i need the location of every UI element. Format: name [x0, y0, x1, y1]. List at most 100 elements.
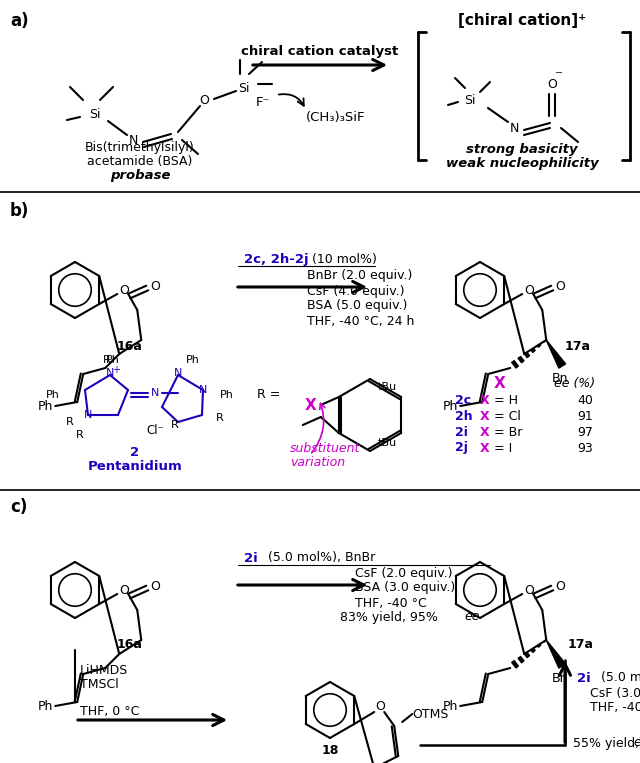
Text: N: N [84, 410, 92, 420]
Text: (5.0 mol%), BnBr: (5.0 mol%), BnBr [264, 552, 375, 565]
Text: O: O [556, 279, 565, 292]
Text: BSA (5.0 equiv.): BSA (5.0 equiv.) [307, 300, 408, 313]
Text: 93: 93 [577, 442, 593, 455]
Text: BnBr (2.0 equiv.): BnBr (2.0 equiv.) [307, 269, 412, 282]
Text: F⁻: F⁻ [256, 95, 270, 108]
Text: [chiral cation]⁺: [chiral cation]⁺ [458, 12, 586, 27]
Text: tBu: tBu [378, 382, 397, 392]
Text: R: R [103, 355, 111, 365]
Text: THF, 0 °C: THF, 0 °C [80, 706, 140, 719]
Text: acetamide (BSA): acetamide (BSA) [87, 154, 193, 168]
Text: Pentanidium: Pentanidium [88, 459, 182, 472]
Text: chiral cation catalyst: chiral cation catalyst [241, 46, 399, 59]
Text: X: X [480, 410, 490, 423]
Text: O: O [150, 279, 160, 292]
Text: TMSCl: TMSCl [80, 678, 119, 691]
Polygon shape [518, 356, 524, 363]
Text: N: N [199, 385, 207, 395]
Text: 2: 2 [131, 446, 140, 459]
Text: ee (%): ee (%) [554, 376, 596, 389]
Text: Bis(trimethylsilyl): Bis(trimethylsilyl) [85, 141, 195, 154]
Polygon shape [547, 340, 566, 368]
Text: substituent: substituent [290, 442, 360, 455]
Text: LiHMDS: LiHMDS [80, 664, 128, 677]
Text: O: O [524, 284, 534, 297]
Text: OTMS: OTMS [412, 707, 449, 720]
Text: 2i: 2i [244, 552, 258, 565]
Text: ee: ee [464, 610, 479, 623]
Text: 55% yield, 91%: 55% yield, 91% [573, 736, 640, 749]
Polygon shape [537, 344, 541, 347]
Text: N: N [509, 121, 518, 134]
Text: O: O [547, 78, 557, 91]
Polygon shape [511, 361, 518, 368]
Text: X: X [494, 375, 506, 391]
Text: Bn: Bn [552, 671, 568, 684]
Text: 17a: 17a [565, 340, 591, 353]
Text: BSA (3.0 equiv.): BSA (3.0 equiv.) [355, 581, 455, 594]
Text: a): a) [10, 12, 29, 30]
Text: 83% yield, 95%: 83% yield, 95% [340, 610, 442, 623]
Text: 2c: 2c [455, 394, 471, 407]
Text: R: R [171, 420, 179, 430]
Text: 18: 18 [321, 743, 339, 756]
Polygon shape [537, 644, 541, 647]
Text: O: O [150, 580, 160, 593]
Text: 91: 91 [577, 410, 593, 423]
Text: CsF (2.0 equiv.): CsF (2.0 equiv.) [355, 568, 452, 581]
Text: 17a: 17a [568, 639, 594, 652]
Text: variation: variation [290, 456, 345, 468]
Polygon shape [511, 661, 518, 668]
Text: Cl⁻: Cl⁻ [146, 423, 164, 436]
Text: R =: R = [257, 388, 280, 401]
Text: ee: ee [633, 736, 640, 749]
Text: b): b) [10, 202, 29, 220]
Text: (CH₃)₃SiF: (CH₃)₃SiF [307, 111, 365, 124]
Text: O: O [375, 700, 385, 713]
Text: R: R [216, 413, 224, 423]
Text: (5.0 mol%), BnBr: (5.0 mol%), BnBr [597, 671, 640, 684]
Text: Ph: Ph [46, 390, 60, 400]
Text: X: X [480, 442, 490, 455]
Text: 40: 40 [577, 394, 593, 407]
Polygon shape [524, 353, 529, 358]
Text: = Br: = Br [490, 426, 522, 439]
Polygon shape [544, 340, 547, 342]
Text: Ph: Ph [443, 700, 458, 713]
Text: Ph: Ph [186, 355, 200, 365]
Text: Si: Si [89, 108, 100, 121]
Text: 97: 97 [577, 426, 593, 439]
Text: X: X [480, 394, 490, 407]
Text: O: O [524, 584, 534, 597]
Text: N: N [128, 134, 138, 146]
Text: Si: Si [464, 94, 476, 107]
Text: 2j: 2j [455, 442, 468, 455]
Text: O: O [199, 95, 209, 108]
Text: 2c, 2h-2j: 2c, 2h-2j [244, 253, 308, 266]
Polygon shape [524, 652, 529, 658]
Text: THF, -40 °C, 24 h: THF, -40 °C, 24 h [307, 314, 414, 327]
Polygon shape [547, 640, 566, 668]
Text: ⁻: ⁻ [555, 69, 563, 83]
Text: 2i: 2i [577, 671, 591, 684]
Text: = Cl: = Cl [490, 410, 521, 423]
Text: CsF (4.0 equiv.): CsF (4.0 equiv.) [307, 285, 404, 298]
Text: (10 mol%): (10 mol%) [308, 253, 377, 266]
Text: 16a: 16a [117, 639, 143, 652]
Polygon shape [544, 640, 547, 642]
Text: N: N [106, 368, 114, 378]
Text: CsF (3.0 equiv.): CsF (3.0 equiv.) [590, 687, 640, 700]
Text: 2i: 2i [455, 426, 468, 439]
Text: Ph: Ph [443, 400, 458, 413]
Text: Ph: Ph [38, 700, 53, 713]
Text: tBu: tBu [378, 438, 397, 448]
Text: 16a: 16a [117, 340, 143, 353]
Text: O: O [119, 284, 129, 297]
Text: +: + [112, 365, 120, 375]
Text: c): c) [10, 498, 28, 516]
Text: N: N [151, 388, 159, 398]
Text: weak nucleophilicity: weak nucleophilicity [445, 156, 598, 169]
Text: X: X [305, 398, 317, 413]
Polygon shape [531, 649, 535, 652]
Text: X: X [480, 426, 490, 439]
